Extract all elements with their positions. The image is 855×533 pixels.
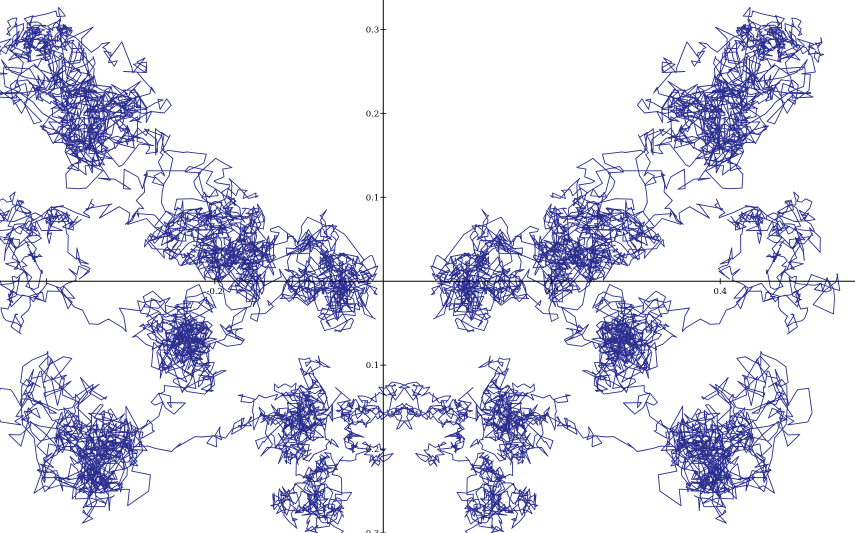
y-tick-label-3: 0.1 (366, 193, 380, 203)
y-tick-label-0: 0.3 (366, 529, 380, 533)
y-tick-label-1: 0.2 (366, 445, 380, 455)
x-tick-label-2: 0.2 (545, 287, 559, 297)
walk-path-right (386, 6, 841, 533)
x-tick-label-3: 0.4 (713, 287, 727, 297)
walk-path-left (0, 6, 423, 533)
x-tick-label-1: -0.2 (207, 287, 223, 297)
y-tick-label-4: 0.2 (366, 109, 380, 119)
y-tick-label-5: 0.3 (366, 25, 380, 35)
series-layer (0, 6, 841, 533)
y-tick-label-2: 0.1 (366, 361, 380, 371)
ticks-layer: -0.2 0.2 0.4 0.3 0.2 0.1 0.1 0.2 0.3 (45, 25, 727, 533)
